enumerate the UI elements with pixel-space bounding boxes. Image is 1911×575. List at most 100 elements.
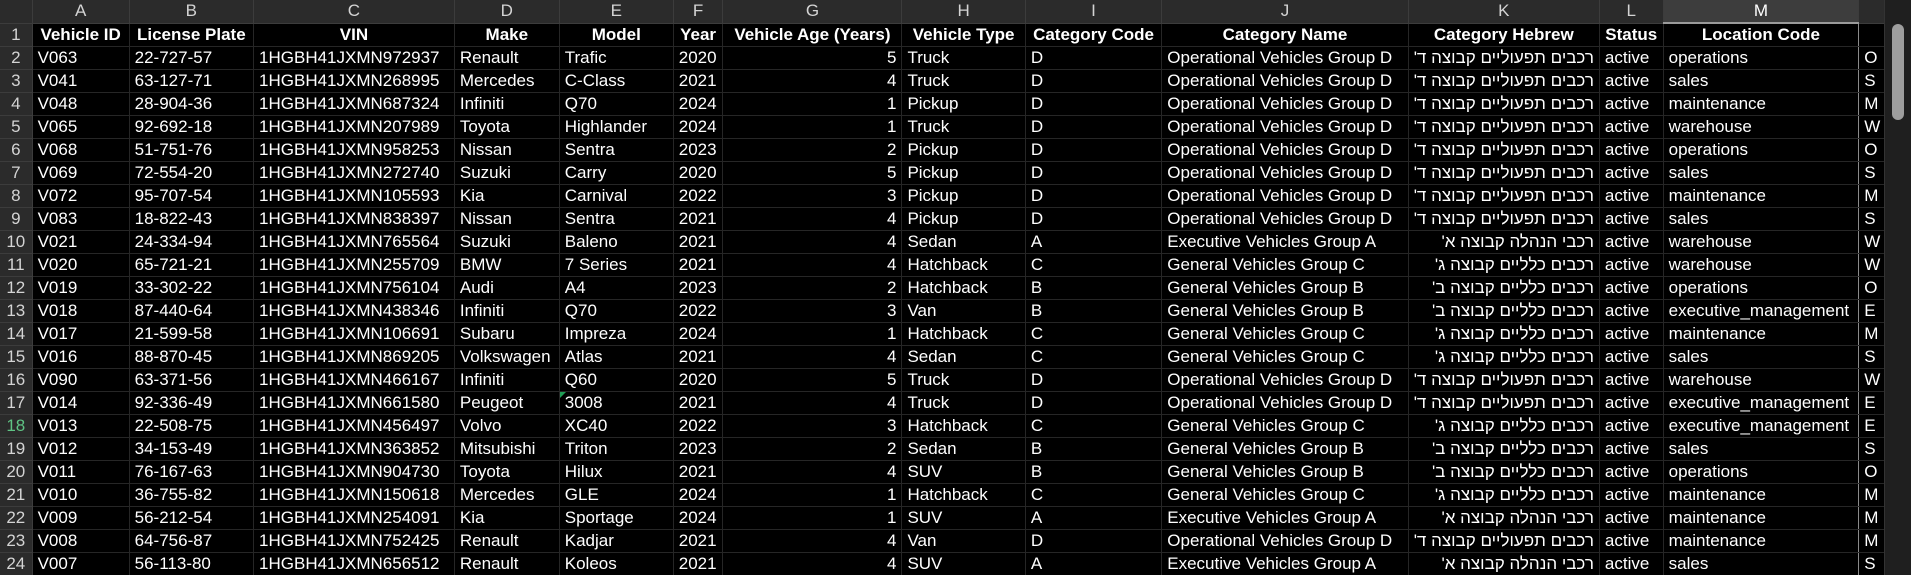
table-cell[interactable]: General Vehicles Group B [1161,460,1409,484]
table-cell[interactable]: 1 [722,506,903,530]
table-cell[interactable]: 1HGBH41JXMN972937 [253,46,455,70]
table-cell[interactable]: Sedan [901,230,1026,254]
table-cell[interactable]: 1 [722,115,903,139]
table-cell[interactable]: Atlas [559,345,674,369]
table-cell[interactable]: 2024 [673,92,724,116]
table-cell[interactable]: Sportage [559,506,674,530]
table-cell[interactable]: executive_management [1662,391,1860,415]
table-cell[interactable]: maintenance [1662,506,1860,530]
table-cell[interactable]: 2 [722,437,903,461]
header-cell[interactable]: Year [673,23,724,47]
table-cell[interactable]: Operational Vehicles Group D [1161,184,1409,208]
table-cell[interactable]: operations [1662,460,1860,484]
table-cell[interactable]: רכבים תפעוליים קבוצה ד' [1408,391,1600,415]
table-cell[interactable]: Executive Vehicles Group A [1161,552,1409,575]
table-cell[interactable]: V021 [32,230,130,254]
row-header[interactable]: 4 [0,92,33,116]
table-cell[interactable]: 88-870-45 [129,345,255,369]
table-cell[interactable]: 2024 [673,506,724,530]
table-cell[interactable]: V013 [32,414,130,438]
table-cell[interactable]: General Vehicles Group B [1161,437,1409,461]
row-header[interactable]: 5 [0,115,33,139]
table-cell[interactable]: Truck [901,115,1026,139]
table-cell[interactable]: 4 [722,253,903,277]
table-cell[interactable]: warehouse [1662,253,1860,277]
table-cell[interactable]: V011 [32,460,130,484]
table-cell[interactable]: Sedan [901,437,1026,461]
table-cell[interactable]: 92-692-18 [129,115,255,139]
table-cell[interactable]: 4 [722,345,903,369]
table-cell[interactable]: 1 [722,322,903,346]
table-cell[interactable]: Hatchback [901,414,1026,438]
table-cell[interactable]: 4 [722,552,903,575]
header-cell[interactable]: Vehicle Type [901,23,1026,47]
table-cell[interactable]: 2021 [673,552,724,575]
table-cell[interactable]: V016 [32,345,130,369]
column-header-b[interactable]: B [129,0,255,24]
table-cell[interactable]: Van [901,529,1026,553]
row-header[interactable]: 22 [0,506,33,530]
table-cell[interactable]: Hatchback [901,322,1026,346]
table-cell[interactable]: רכבים תפעוליים קבוצה ד' [1408,207,1600,231]
column-header-j[interactable]: J [1161,0,1409,24]
table-cell[interactable]: Operational Vehicles Group D [1161,207,1409,231]
table-cell[interactable]: maintenance [1662,483,1860,507]
table-cell[interactable]: V012 [32,437,130,461]
table-cell[interactable]: V068 [32,138,130,162]
table-cell[interactable]: 4 [722,207,903,231]
table-cell[interactable]: 1HGBH41JXMN438346 [253,299,455,323]
table-cell[interactable]: V069 [32,161,130,185]
table-cell[interactable]: General Vehicles Group C [1161,414,1409,438]
table-cell[interactable]: 1HGBH41JXMN105593 [253,184,455,208]
table-cell[interactable]: D [1025,46,1163,70]
table-cell[interactable]: 4 [722,529,903,553]
table-cell[interactable]: V008 [32,529,130,553]
table-cell[interactable]: active [1599,161,1664,185]
row-header[interactable]: 10 [0,230,33,254]
table-cell[interactable]: רכבים תפעוליים קבוצה ד' [1408,161,1600,185]
table-cell[interactable]: Operational Vehicles Group D [1161,46,1409,70]
table-cell[interactable]: General Vehicles Group B [1161,276,1409,300]
table-cell[interactable]: General Vehicles Group C [1161,253,1409,277]
table-cell[interactable]: C-Class [559,69,674,93]
table-cell[interactable]: C [1025,253,1163,277]
table-cell[interactable]: Kia [454,506,560,530]
table-cell[interactable]: Carry [559,161,674,185]
table-cell[interactable]: 5 [722,161,903,185]
table-cell[interactable]: 1HGBH41JXMN869205 [253,345,455,369]
table-cell[interactable]: Operational Vehicles Group D [1161,161,1409,185]
header-cell[interactable]: Status [1599,23,1664,47]
table-cell[interactable]: Toyota [454,460,560,484]
table-cell[interactable]: V019 [32,276,130,300]
table-cell[interactable]: V014 [32,391,130,415]
table-cell[interactable]: Sentra [559,138,674,162]
table-cell[interactable]: B [1025,460,1163,484]
table-cell[interactable]: Pickup [901,161,1026,185]
table-cell[interactable]: 7 Series [559,253,674,277]
table-cell[interactable]: active [1599,322,1664,346]
table-cell[interactable]: active [1599,552,1664,575]
table-cell[interactable]: Volkswagen [454,345,560,369]
table-cell[interactable]: 24-334-94 [129,230,255,254]
table-cell[interactable]: 1HGBH41JXMN838397 [253,207,455,231]
table-cell[interactable]: 1HGBH41JXMN765564 [253,230,455,254]
row-header[interactable]: 24 [0,552,33,575]
table-cell[interactable]: 2024 [673,115,724,139]
table-cell[interactable]: operations [1662,276,1860,300]
table-cell[interactable]: Pickup [901,138,1026,162]
table-cell[interactable]: Truck [901,391,1026,415]
table-cell[interactable]: רכבים כלליים קבוצה ג' [1408,483,1600,507]
row-header[interactable]: 19 [0,437,33,461]
table-cell[interactable]: 1HGBH41JXMN106691 [253,322,455,346]
table-cell[interactable]: 4 [722,460,903,484]
table-cell[interactable]: 2023 [673,138,724,162]
row-header[interactable]: 20 [0,460,33,484]
table-cell[interactable]: 2022 [673,299,724,323]
table-cell[interactable]: V020 [32,253,130,277]
row-header[interactable]: 7 [0,161,33,185]
table-cell[interactable]: sales [1662,552,1860,575]
table-cell[interactable]: SUV [901,506,1026,530]
table-cell[interactable]: 2021 [673,253,724,277]
table-cell[interactable]: General Vehicles Group C [1161,345,1409,369]
table-cell[interactable]: Renault [454,46,560,70]
